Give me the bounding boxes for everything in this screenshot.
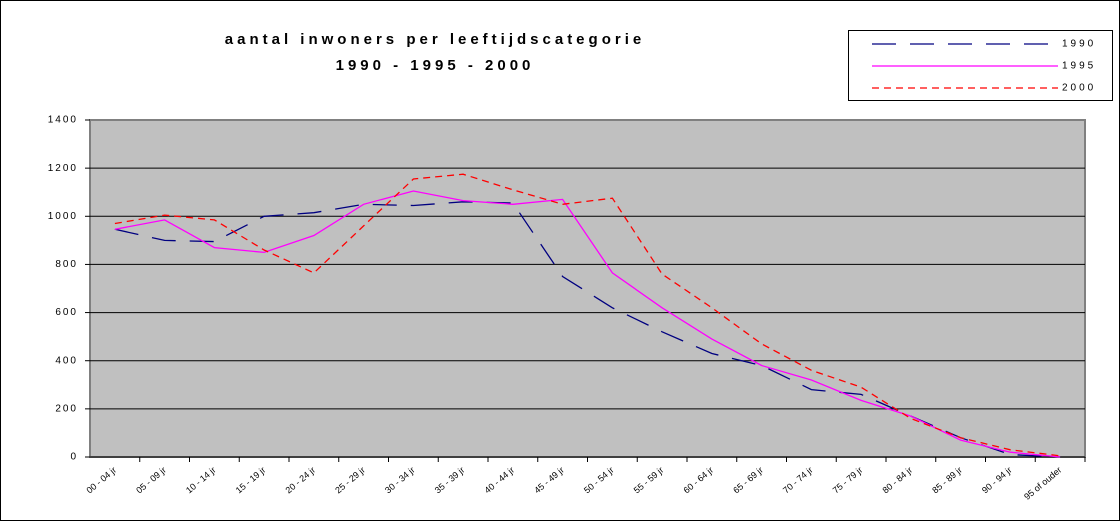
y-tick-label: 1400 [48, 115, 78, 126]
legend-label: 2000 [1062, 83, 1096, 94]
y-tick-label: 600 [55, 307, 78, 318]
series-line [114, 201, 1061, 458]
legend-label: 1995 [1062, 61, 1096, 72]
y-tick-label: 800 [55, 259, 78, 270]
y-tick-label: 1200 [48, 163, 78, 174]
series-line [114, 173, 1061, 457]
legend-label: 1990 [1062, 39, 1096, 50]
y-tick-label: 0 [70, 452, 78, 463]
y-tick-label: 1000 [48, 211, 78, 222]
y-tick-label: 200 [55, 403, 78, 414]
chart-title: aantal inwoners per leeftijdscategorie [225, 31, 645, 48]
chart-subtitle: 1990 - 1995 - 2000 [336, 57, 535, 74]
y-tick-label: 400 [55, 355, 78, 366]
plot-area [89, 119, 1086, 458]
